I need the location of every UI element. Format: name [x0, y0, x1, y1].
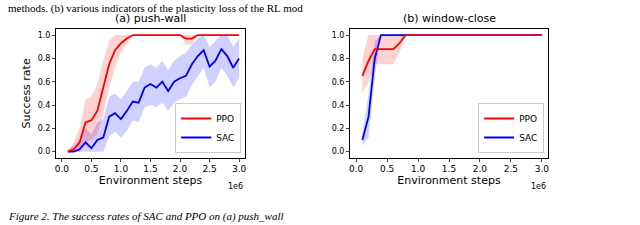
- svg-text:1e6: 1e6: [228, 182, 243, 191]
- svg-text:0.6: 0.6: [38, 78, 51, 87]
- svg-text:0.6: 0.6: [332, 78, 345, 87]
- svg-text:1.5: 1.5: [442, 164, 456, 174]
- svg-text:SAC: SAC: [216, 133, 234, 143]
- svg-text:0.5: 0.5: [84, 164, 98, 174]
- svg-text:1.0: 1.0: [411, 164, 426, 174]
- svg-text:2.0: 2.0: [173, 164, 188, 174]
- svg-text:methods. (b) various indicator: methods. (b) various indicators of the p…: [8, 2, 303, 15]
- svg-text:1.0: 1.0: [114, 164, 129, 174]
- svg-text:1e6: 1e6: [531, 182, 546, 191]
- svg-text:PPO: PPO: [519, 114, 537, 124]
- svg-text:0.2: 0.2: [38, 124, 51, 133]
- svg-text:(b) window-close: (b) window-close: [403, 12, 496, 25]
- svg-text:1.0: 1.0: [38, 31, 51, 40]
- svg-text:PPO: PPO: [216, 114, 234, 124]
- svg-text:0.8: 0.8: [332, 54, 345, 63]
- svg-text:0.0: 0.0: [349, 164, 364, 174]
- svg-text:Environment steps: Environment steps: [99, 174, 203, 187]
- svg-text:1.0: 1.0: [332, 31, 345, 40]
- svg-text:0.0: 0.0: [38, 147, 51, 156]
- svg-text:0.4: 0.4: [38, 101, 51, 110]
- svg-text:0.0: 0.0: [332, 147, 345, 156]
- svg-text:2.5: 2.5: [202, 164, 216, 174]
- svg-text:Success rate: Success rate: [20, 58, 33, 128]
- svg-text:Figure 2. The success rates of: Figure 2. The success rates of SAC and P…: [8, 210, 284, 223]
- svg-text:3.0: 3.0: [535, 164, 550, 174]
- svg-text:0.0: 0.0: [55, 164, 70, 174]
- svg-text:2.5: 2.5: [504, 164, 518, 174]
- svg-text:0.2: 0.2: [332, 124, 345, 133]
- svg-text:0.4: 0.4: [332, 101, 345, 110]
- svg-text:3.0: 3.0: [232, 164, 247, 174]
- svg-text:0.5: 0.5: [380, 164, 394, 174]
- svg-text:Environment steps: Environment steps: [397, 174, 501, 187]
- svg-text:2.0: 2.0: [473, 164, 488, 174]
- svg-text:SAC: SAC: [519, 133, 537, 143]
- svg-text:(a) push-wall: (a) push-wall: [115, 12, 186, 25]
- svg-text:1.5: 1.5: [143, 164, 157, 174]
- svg-text:0.8: 0.8: [38, 54, 51, 63]
